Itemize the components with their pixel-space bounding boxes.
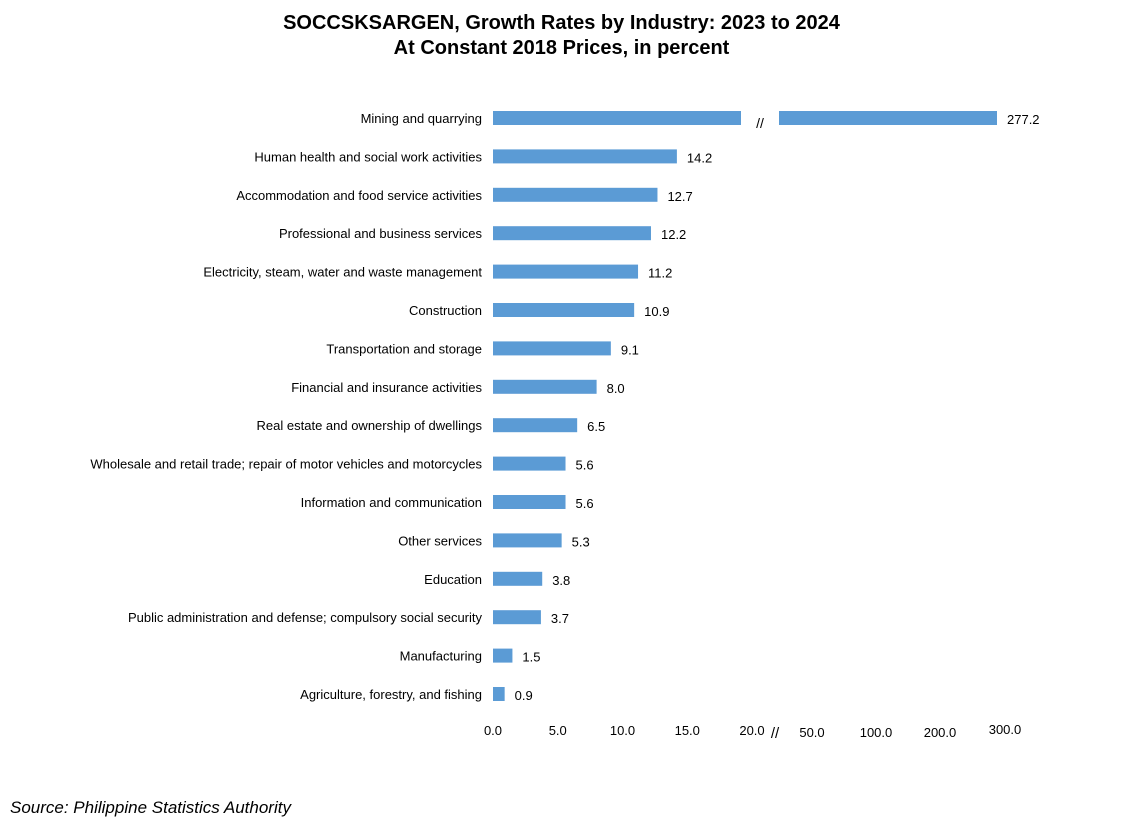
bar	[493, 571, 543, 586]
bar-break-mark: //	[756, 115, 764, 131]
x-tick-label-broken: 100.0	[860, 725, 893, 740]
bar	[493, 495, 566, 509]
category-label: Mining and quarrying	[361, 111, 482, 126]
bar	[493, 533, 562, 548]
data-label: 3.7	[551, 611, 569, 626]
bar	[493, 648, 513, 663]
x-tick-label: 5.0	[549, 723, 567, 738]
source-note: Source: Philippine Statistics Authority	[10, 798, 291, 817]
x-tick-label-broken: 50.0	[799, 725, 824, 740]
bar-continued	[779, 111, 997, 125]
data-label: 3.8	[552, 573, 570, 588]
bar	[493, 418, 578, 433]
category-label: Financial and insurance activities	[291, 380, 482, 395]
bar	[493, 379, 597, 394]
data-label: 12.7	[667, 189, 692, 204]
data-label: 0.9	[515, 688, 533, 703]
category-label: Manufacturing	[400, 649, 482, 664]
data-label: 11.2	[648, 266, 672, 281]
data-label: 14.2	[687, 150, 712, 165]
bar	[493, 687, 505, 701]
category-label: Public administration and defense; compu…	[128, 610, 483, 625]
category-label: Electricity, steam, water and waste mana…	[203, 265, 482, 280]
bar	[493, 187, 658, 202]
x-tick-label: 15.0	[675, 723, 700, 738]
bar	[493, 264, 639, 279]
x-tick-label-broken: 200.0	[924, 725, 957, 740]
category-label: Agriculture, forestry, and fishing	[300, 687, 482, 702]
data-label: 277.2	[1007, 112, 1040, 127]
bar	[493, 341, 611, 356]
category-label: Construction	[409, 303, 482, 318]
data-label: 6.5	[587, 419, 605, 434]
category-label: Accommodation and food service activitie…	[236, 188, 482, 203]
x-tick-label-broken: 300.0	[989, 722, 1022, 737]
bar	[493, 111, 741, 125]
bar-chart: Mining and quarrying // 277.2 Human health …	[90, 111, 1040, 742]
data-label: 5.6	[576, 458, 594, 473]
category-label: Wholesale and retail trade; repair of mo…	[90, 457, 482, 472]
data-label: 8.0	[607, 381, 625, 396]
axis-break-mark: //	[771, 725, 780, 742]
data-label: 5.6	[576, 496, 594, 511]
category-label: Transportation and storage	[326, 341, 482, 356]
category-label: Professional and business services	[279, 226, 483, 241]
data-label: 10.9	[644, 304, 669, 319]
x-tick-label: 20.0	[739, 723, 764, 738]
category-label: Information and communication	[301, 495, 482, 510]
chart-subtitle: At Constant 2018 Prices, in percent	[393, 37, 730, 59]
data-label: 12.2	[661, 227, 686, 242]
bar	[493, 456, 566, 471]
category-label: Other services	[398, 533, 482, 548]
category-label: Education	[424, 572, 482, 587]
bar	[493, 149, 677, 164]
chart-title: SOCCSKSARGEN, Growth Rates by Industry: …	[283, 12, 840, 34]
category-label: Real estate and ownership of dwellings	[257, 418, 483, 433]
bar	[493, 303, 635, 317]
bar	[493, 610, 541, 625]
x-tick-label: 0.0	[484, 723, 502, 738]
x-tick-label: 10.0	[610, 723, 635, 738]
data-label: 1.5	[522, 650, 540, 665]
data-label: 5.3	[572, 534, 590, 549]
category-label: Human health and social work activities	[254, 149, 482, 164]
data-label: 9.1	[621, 342, 639, 357]
bar	[493, 226, 651, 241]
